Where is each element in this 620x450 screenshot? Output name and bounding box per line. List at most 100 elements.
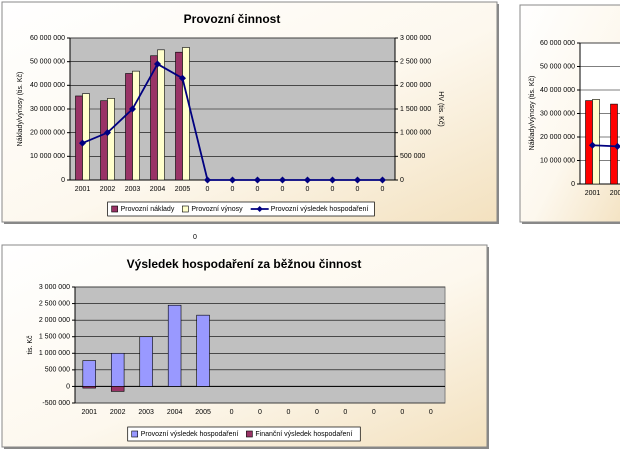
x-tick-label: 0 <box>429 409 433 416</box>
y-tick-label: 60 000 000 <box>30 35 65 42</box>
legend <box>107 201 375 217</box>
y-tick-label: 40 000 000 <box>30 82 65 89</box>
bar <box>75 95 83 181</box>
bar <box>175 51 183 181</box>
chart-title: Výsledek hospodaření za běžnou činnost <box>127 257 362 271</box>
x-tick-label: 2003 <box>125 186 141 193</box>
point <box>279 176 286 184</box>
point <box>589 141 596 149</box>
x-tick-label: 2002 <box>110 409 126 416</box>
point <box>154 60 161 68</box>
y2-tick-label: 0 <box>400 177 404 184</box>
line <box>592 144 618 148</box>
y2-tick-label: 2 500 000 <box>400 59 431 66</box>
legend-label: Provozní výsledek hospodaření <box>271 206 369 213</box>
x-tick-label: 2001 <box>75 186 91 193</box>
x-tick-label: 0 <box>281 186 285 193</box>
y-tick-label: 500 000 <box>45 367 70 374</box>
legend-label: Finanční výsledek hospodaření <box>255 431 352 438</box>
point <box>254 176 261 184</box>
clipped-chart: 0 10 000 000 20 000 000 30 000 000 40 000 00… <box>519 4 620 224</box>
x-tick-label: 2004 <box>150 186 166 193</box>
y-tick-label: 1 500 000 <box>39 334 70 341</box>
y2-tick-label: 500 000 <box>400 153 425 160</box>
x-tick-label: 0 <box>331 186 335 193</box>
legend-swatch <box>131 430 139 438</box>
y-tick-label: 10 000 000 <box>540 157 575 164</box>
y-tick-label: 0 <box>61 177 65 184</box>
x-tick-label: 0 <box>258 409 262 416</box>
bar <box>82 93 90 181</box>
bar <box>82 386 96 389</box>
legend-swatch <box>256 206 263 212</box>
legend-swatch <box>182 205 189 213</box>
y-tick-label: 10 000 000 <box>30 153 65 160</box>
bar <box>107 98 115 181</box>
x-tick-label: 0 <box>230 409 234 416</box>
bar <box>182 47 190 181</box>
y2-tick-label: 3 000 000 <box>400 35 431 42</box>
y2-axis-title: HV (tis. Kč) <box>437 91 444 126</box>
x-tick-label: 0 <box>256 186 260 193</box>
bar <box>157 49 165 181</box>
legend-swatch <box>111 205 118 213</box>
bar <box>110 386 125 392</box>
y-tick-label: -500 000 <box>42 400 70 407</box>
x-tick-label: 2005 <box>195 409 211 416</box>
bar <box>125 73 133 181</box>
y2-tick-label: 2 000 000 <box>400 82 431 89</box>
bar <box>585 100 593 185</box>
chart-title: Provozní činnost <box>184 12 281 26</box>
x-tick-label: 2002 <box>100 186 116 193</box>
point <box>329 176 336 184</box>
y-tick-label: 3 000 000 <box>39 284 70 291</box>
x-tick-label: 2001 <box>81 409 97 416</box>
x-tick-label: 0 <box>315 409 319 416</box>
y2-tick-label: 1 500 000 <box>400 106 431 113</box>
x-tick-label: 0 <box>356 186 360 193</box>
x-tick-label: 0 <box>372 409 376 416</box>
y-tick-label: 30 000 000 <box>30 106 65 113</box>
y-tick-label: 2 500 000 <box>39 300 70 307</box>
y-tick-label: 60 000 000 <box>540 40 575 47</box>
point <box>129 105 136 113</box>
x-tick-label: 2001 <box>585 190 601 197</box>
bar <box>167 304 182 387</box>
x-tick-label: 0 <box>343 409 347 416</box>
bar <box>100 100 108 181</box>
y-tick-label: 2 000 000 <box>39 317 70 324</box>
point <box>104 129 111 137</box>
plot-area <box>74 286 446 404</box>
x-tick-label: 2005 <box>175 186 191 193</box>
bar <box>132 70 140 181</box>
legend-swatch <box>246 430 253 438</box>
bar <box>196 314 210 387</box>
point <box>204 176 211 184</box>
bar <box>82 360 96 387</box>
point <box>614 142 620 150</box>
x-tick-label: 2003 <box>138 409 154 416</box>
y-tick-label: 1 000 000 <box>39 350 70 357</box>
bar <box>110 352 125 387</box>
y-tick-label: 20 000 000 <box>30 130 65 137</box>
point <box>179 74 186 82</box>
y-tick-label: 0 <box>571 181 575 188</box>
y2-tick-label: 1 000 000 <box>400 130 431 137</box>
legend-label: Provozní výsledek hospodaření <box>141 431 239 438</box>
point <box>379 176 386 184</box>
x-tick-label: 0 <box>231 186 235 193</box>
y-tick-label: 40 000 000 <box>540 87 575 94</box>
y-tick-label: 50 000 000 <box>30 59 65 66</box>
point <box>79 139 86 147</box>
legend-label: Provozní náklady <box>121 206 175 213</box>
x-tick-label: 0 <box>306 186 310 193</box>
y-tick-label: 0 <box>66 383 70 390</box>
y-axis-title: tis. Kč <box>27 335 34 355</box>
y-tick-label: 50 000 000 <box>540 63 575 70</box>
y-axis-title: Náklady/výnosy (tis. Kč) <box>529 76 536 151</box>
legend <box>127 426 361 442</box>
point <box>354 176 361 184</box>
y-tick-label: 30 000 000 <box>540 110 575 117</box>
